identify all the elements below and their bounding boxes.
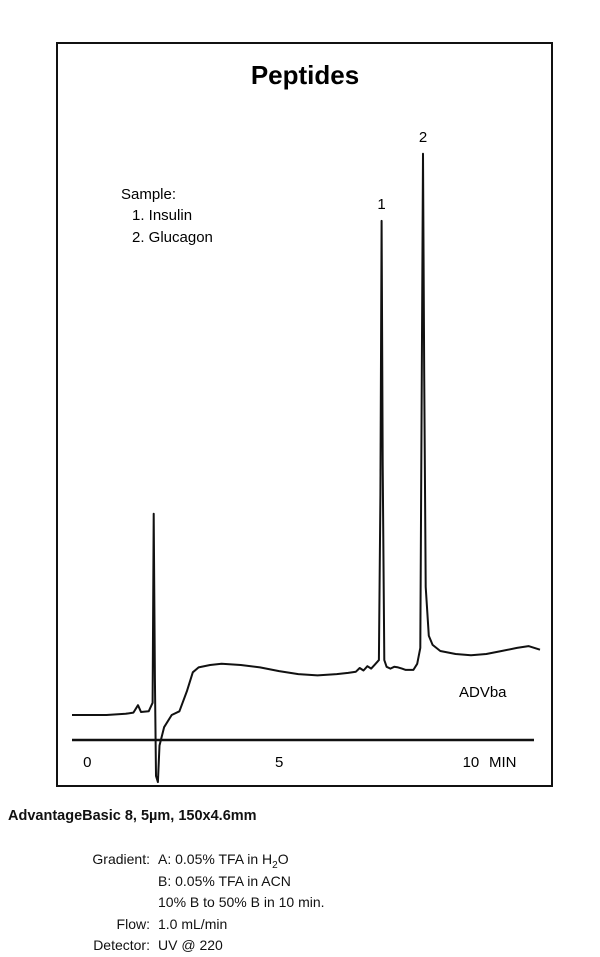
condition-row: 10% B to 50% B in 10 min. — [0, 894, 600, 914]
condition-row: Flow: 1.0 mL/min — [0, 916, 600, 936]
condition-value: UV @ 220 — [158, 937, 223, 953]
trace-label: ADVba — [459, 684, 507, 701]
chart-frame — [56, 42, 553, 787]
x-axis-label: MIN — [489, 754, 517, 771]
peak-label-2: 2 — [419, 129, 427, 146]
x-tick-label-0: 0 — [83, 754, 91, 771]
sample-item-insulin: 1. Insulin — [132, 207, 192, 224]
sample-heading: Sample: — [121, 186, 176, 203]
condition-value: B: 0.05% TFA in ACN — [158, 872, 291, 889]
condition-key: Flow: — [116, 915, 150, 932]
sample-item-glucagon: 2. Glucagon — [132, 229, 213, 246]
condition-row: Gradient: A: 0.05% TFA in H2O — [0, 851, 600, 871]
condition-value: 10% B to 50% B in 10 min. — [158, 894, 325, 910]
column-info: AdvantageBasic 8, 5µm, 150x4.6mm — [8, 808, 257, 824]
condition-key: Gradient: — [92, 851, 150, 867]
peak-label-1: 1 — [377, 196, 385, 213]
condition-row: Detector: UV @ 220 — [0, 937, 600, 957]
x-tick-label-5: 5 — [275, 754, 283, 771]
x-tick-labels: 0 5 10 — [83, 754, 479, 771]
peak-labels: 12 — [377, 129, 427, 213]
condition-value: A: 0.05% TFA in H2O — [158, 851, 289, 871]
x-tick-label-10: 10 — [463, 754, 480, 771]
chart-title: Peptides — [251, 60, 359, 90]
chromatogram-trace — [72, 152, 541, 784]
condition-key: Detector: — [93, 937, 150, 953]
condition-row: B: 0.05% TFA in ACN — [0, 873, 600, 893]
condition-value: 1.0 mL/min — [158, 915, 228, 932]
